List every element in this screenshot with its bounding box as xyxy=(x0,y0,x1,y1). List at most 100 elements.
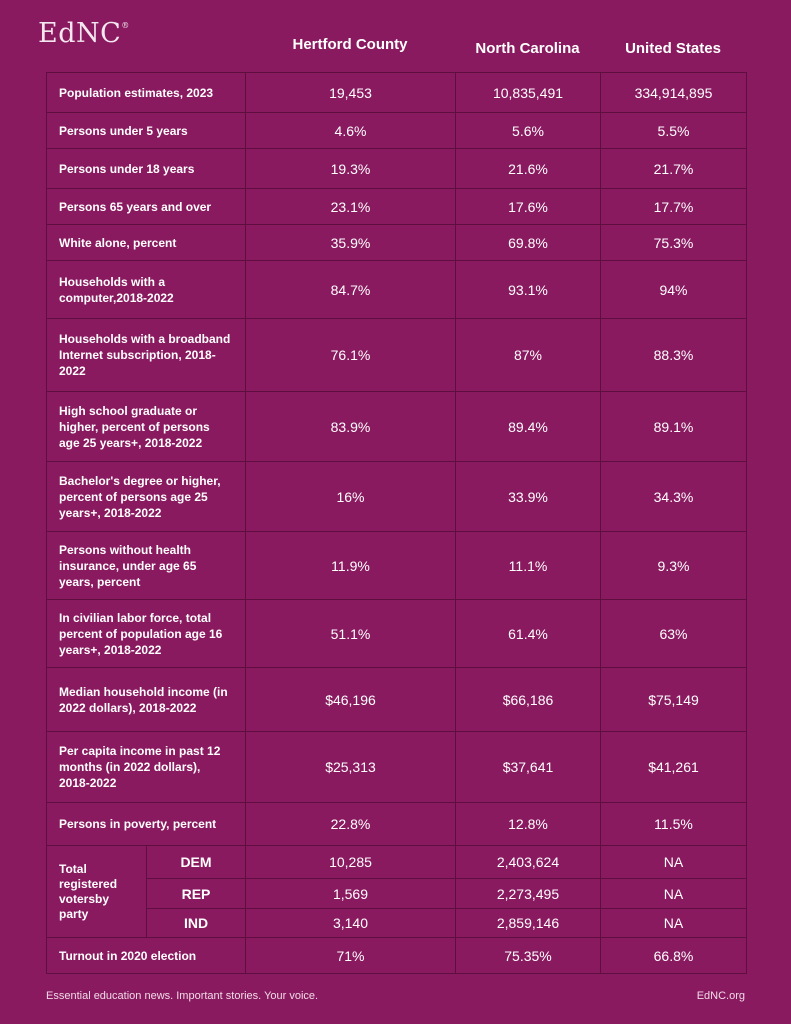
column-header-north-carolina: North Carolina xyxy=(475,40,580,57)
row-label: Households with a broadband Internet sub… xyxy=(46,318,246,392)
cell-value: NA xyxy=(600,878,747,909)
row-label: Population estimates, 2023 xyxy=(46,72,246,113)
table-row: IND 3,140 2,859,146 NA xyxy=(47,908,747,938)
logo-text: EdNC xyxy=(38,18,122,49)
cell-value: 2,403,624 xyxy=(455,845,601,879)
cell-value: 89.1% xyxy=(600,391,747,462)
cell-value: $37,641 xyxy=(455,731,601,803)
cell-value: NA xyxy=(600,845,747,879)
cell-value: 334,914,895 xyxy=(600,72,747,113)
cell-value: 84.7% xyxy=(245,260,456,319)
cell-value: 23.1% xyxy=(245,188,456,225)
cell-value: 93.1% xyxy=(455,260,601,319)
column-header-hertford-county: Hertford County xyxy=(292,36,408,53)
cell-value: $46,196 xyxy=(245,667,456,732)
cell-value: 11.1% xyxy=(455,531,601,600)
cell-value: 3,140 xyxy=(245,908,456,938)
demographics-table: Population estimates, 2023 19,453 10,835,4… xyxy=(46,72,747,974)
cell-value: 75.3% xyxy=(600,224,747,261)
cell-value: $75,149 xyxy=(600,667,747,732)
cell-value: 33.9% xyxy=(455,461,601,532)
cell-value: 22.8% xyxy=(245,802,456,846)
cell-value: 5.6% xyxy=(455,112,601,149)
table-row: Persons without health insurance, under … xyxy=(46,531,747,600)
cell-value: 66.8% xyxy=(600,937,747,974)
cell-value: 71% xyxy=(245,937,456,974)
table-row: Persons under 18 years 19.3% 21.6% 21.7% xyxy=(46,148,747,189)
registration-group-label: Total registered votersby party xyxy=(46,845,147,938)
cell-value: 9.3% xyxy=(600,531,747,600)
footer-site-link[interactable]: EdNC.org xyxy=(696,990,745,1002)
cell-value: $25,313 xyxy=(245,731,456,803)
cell-value: 87% xyxy=(455,318,601,392)
row-label: Median household income (in 2022 dollars… xyxy=(46,667,246,732)
party-label: REP xyxy=(146,878,246,909)
table-row: Turnout in 2020 election 71% 75.35% 66.8% xyxy=(46,937,747,974)
cell-value: 5.5% xyxy=(600,112,747,149)
cell-value: $66,186 xyxy=(455,667,601,732)
table-row: White alone, percent 35.9% 69.8% 75.3% xyxy=(46,224,747,261)
cell-value: 10,835,491 xyxy=(455,72,601,113)
cell-value: NA xyxy=(600,908,747,938)
table-row: Persons under 5 years 4.6% 5.6% 5.5% xyxy=(46,112,747,149)
cell-value: 63% xyxy=(600,599,747,668)
cell-value: 17.7% xyxy=(600,188,747,225)
cell-value: 1,569 xyxy=(245,878,456,909)
table-row: Households with a broadband Internet sub… xyxy=(46,318,747,392)
cell-value: 51.1% xyxy=(245,599,456,668)
cell-value: 89.4% xyxy=(455,391,601,462)
row-label: Persons under 18 years xyxy=(46,148,246,189)
cell-value: 2,273,495 xyxy=(455,878,601,909)
table-row: Persons in poverty, percent 22.8% 12.8% 11.… xyxy=(46,802,747,846)
row-label: Bachelor's degree or higher, percent of … xyxy=(46,461,246,532)
cell-value: 11.5% xyxy=(600,802,747,846)
party-label: DEM xyxy=(146,845,246,879)
column-header-united-states: United States xyxy=(625,40,721,57)
row-label: In civilian labor force, total percent o… xyxy=(46,599,246,668)
row-label: Persons without health insurance, under … xyxy=(46,531,246,600)
table-row: Households with a computer,2018-2022 84.7… xyxy=(46,260,747,319)
footer-tagline: Essential education news. Important stor… xyxy=(46,990,319,1002)
cell-value: 4.6% xyxy=(245,112,456,149)
cell-value: 10,285 xyxy=(245,845,456,879)
cell-value: 2,859,146 xyxy=(455,908,601,938)
row-label: Persons in poverty, percent xyxy=(46,802,246,846)
table-row: Total registered votersby party DEM 10,285… xyxy=(46,845,747,938)
table-row: Bachelor's degree or higher, percent of … xyxy=(46,461,747,532)
party-label: IND xyxy=(146,908,246,938)
cell-value: 34.3% xyxy=(600,461,747,532)
cell-value: 69.8% xyxy=(455,224,601,261)
cell-value: 17.6% xyxy=(455,188,601,225)
cell-value: 19,453 xyxy=(245,72,456,113)
table-row: Per capita income in past 12 months (in … xyxy=(46,731,747,803)
row-label: Turnout in 2020 election xyxy=(46,937,246,974)
cell-value: 12.8% xyxy=(455,802,601,846)
ednc-logo: EdNC® xyxy=(38,18,130,49)
cell-value: 35.9% xyxy=(245,224,456,261)
cell-value: 88.3% xyxy=(600,318,747,392)
row-label: Persons 65 years and over xyxy=(46,188,246,225)
cell-value: 19.3% xyxy=(245,148,456,189)
row-label: White alone, percent xyxy=(46,224,246,261)
cell-value: 11.9% xyxy=(245,531,456,600)
cell-value: 76.1% xyxy=(245,318,456,392)
cell-value: 75.35% xyxy=(455,937,601,974)
row-label: Persons under 5 years xyxy=(46,112,246,149)
table-row: Population estimates, 2023 19,453 10,835,4… xyxy=(46,72,747,113)
table-row: REP 1,569 2,273,495 NA xyxy=(47,878,747,909)
cell-value: 83.9% xyxy=(245,391,456,462)
cell-value: 16% xyxy=(245,461,456,532)
row-label: Per capita income in past 12 months (in … xyxy=(46,731,246,803)
cell-value: 61.4% xyxy=(455,599,601,668)
row-label: Households with a computer,2018-2022 xyxy=(46,260,246,319)
table-row: In civilian labor force, total percent o… xyxy=(46,599,747,668)
cell-value: 21.7% xyxy=(600,148,747,189)
table-row: High school graduate or higher, percent … xyxy=(46,391,747,462)
cell-value: 94% xyxy=(600,260,747,319)
registered-mark: ® xyxy=(121,21,130,30)
row-label: High school graduate or higher, percent … xyxy=(46,391,246,462)
cell-value: 21.6% xyxy=(455,148,601,189)
table-row: Median household income (in 2022 dollars… xyxy=(46,667,747,732)
table-row: Persons 65 years and over 23.1% 17.6% 17.7% xyxy=(46,188,747,225)
cell-value: $41,261 xyxy=(600,731,747,803)
